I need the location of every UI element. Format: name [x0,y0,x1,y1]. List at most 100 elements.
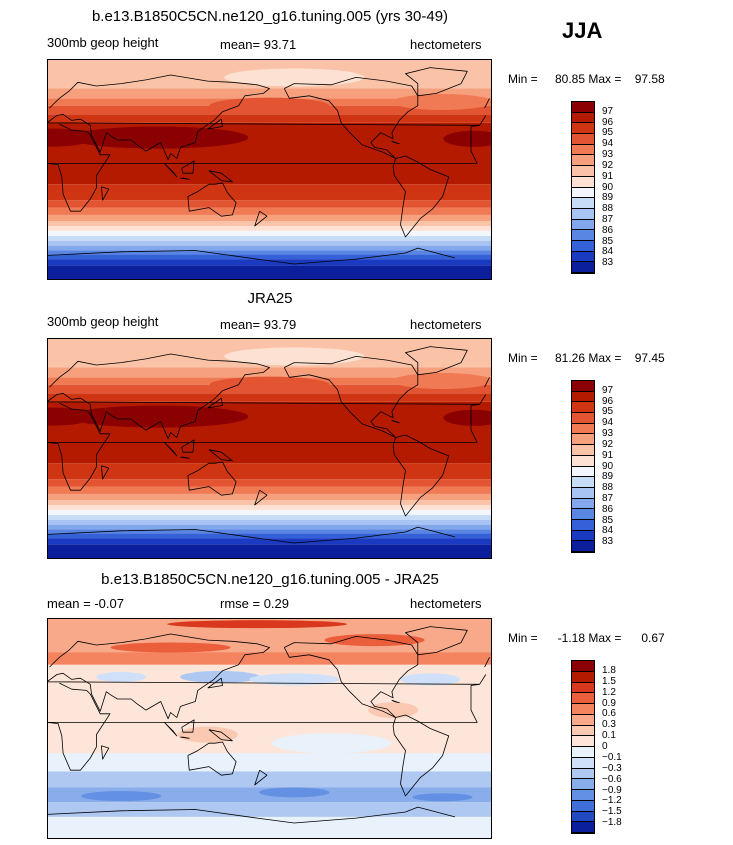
contour-blob [110,642,231,653]
colorbar-tick-label: −1.2 [602,795,622,807]
coastline-path [207,677,223,689]
panel-2-min-label: Min = [508,351,538,365]
colorbar-swatch [572,661,594,672]
colorbar-swatch [572,112,594,124]
panel-1-minmax: Min = 80.85 Max = 97.58 [508,72,665,86]
colorbar-swatch [572,693,594,704]
contour-blob [368,702,419,719]
contour-band [47,529,492,534]
coastline-path [47,353,487,440]
colorbar-swatch [572,714,594,726]
contour-blob [249,673,340,686]
colorbar-tick-label: 92 [602,438,614,450]
colorbar-tick-label: 97 [602,384,614,396]
colorbar-swatch [572,768,594,780]
tropical-max-core [68,405,249,428]
coastline-path [254,769,268,786]
coastline-path [101,465,110,480]
colorbar-tick-label: 88 [602,203,614,215]
panel-2-max-value: 97.45 [634,351,665,365]
panel-2-title: JRA25 [247,290,293,307]
coastline-path [484,377,490,388]
contour-band [47,254,492,260]
contour-band [47,479,492,487]
tropical-max-core [68,126,249,149]
colorbar-tick-label: 89 [602,471,614,483]
panel-1-variable-label: 300mb geop height [47,35,159,50]
panel-2-min-value: 81.26 [555,351,586,365]
panel-1-colorbar [571,101,595,274]
coastline-path [101,745,110,760]
panel-2-units-label: hectometers [410,317,482,332]
colorbar-swatch [572,434,594,446]
colorbar-swatch [572,704,594,715]
colorbar-tick-label: −0.1 [602,751,622,763]
contour-band [47,538,492,545]
colorbar-swatch [572,800,594,812]
colorbar-swatch [572,251,594,263]
colorbar-tick-label: 97 [602,105,614,117]
colorbar-swatch [572,198,594,209]
colorbar-swatch [572,466,594,478]
colorbar-tick-label: 0.6 [602,708,616,720]
colorbar-swatch [572,530,594,542]
colorbar-swatch [572,134,594,145]
colorbar-swatch [572,144,594,156]
contour-band [47,184,492,201]
contour-blob [224,347,365,366]
colorbar-swatch [572,736,594,747]
colorbar-swatch [572,102,594,113]
colorbar-tick-label: 91 [602,449,614,461]
panel-1-mean-label: mean= 93.71 [220,37,297,52]
contour-band [47,519,492,525]
colorbar-tick-label: 94 [602,417,614,429]
coastline-path [391,699,400,704]
contour-band [47,524,492,530]
colorbar-swatch [572,240,594,252]
tropical-max-core [443,409,492,426]
coastline-path [47,74,487,161]
coastline-path [47,806,456,824]
panel-3-colorbar [571,660,595,834]
coastline-path [164,442,178,457]
coastlines [47,346,490,544]
coastline-path [392,714,450,797]
colorbar-swatch [572,155,594,167]
panel-2-colorbar [571,380,595,553]
contour-band [47,221,492,226]
colorbar-swatch [572,445,594,456]
panel-1-title: b.e13.B1850C5CN.ne120_g16.tuning.005 (yr… [91,8,449,25]
colorbar-swatch [572,477,594,488]
contour-band [47,771,492,788]
colorbar-tick-label: 91 [602,170,614,182]
colorbar-swatch [572,682,594,694]
colorbar-swatch [572,381,594,392]
coastline-path [208,170,233,183]
map-frame [47,618,492,839]
colorbar-tick-label: 0.9 [602,697,616,709]
colorbar-swatch [572,123,594,135]
colorbar-tick-label: 90 [602,181,614,193]
panel-3-min-label: Min = [508,631,538,645]
coastline-path [180,736,190,739]
map-frame [47,338,492,559]
contour-band [47,114,492,123]
colorbar-tick-label: 93 [602,428,614,440]
colorbar-swatch [572,423,594,435]
panel-1-min-value: 80.85 [555,72,586,86]
coastline-path [208,449,233,462]
contour-blob [209,97,330,114]
coastline-path [484,657,490,668]
panel-3-max-value: 0.67 [641,631,665,645]
colorbar-tick-label: 88 [602,482,614,494]
coastline-path [484,98,490,109]
panel-1-max-value: 97.58 [634,72,665,86]
contour-band [47,225,492,231]
colorbar-tick-label: 89 [602,192,614,204]
colorbar-tick-label: −1.5 [602,806,622,818]
contour-band [47,544,492,559]
panel-2-variable-label: 300mb geop height [47,314,159,329]
coastline-path [391,419,400,424]
coastline-path [180,456,190,459]
contour-band [47,200,492,208]
